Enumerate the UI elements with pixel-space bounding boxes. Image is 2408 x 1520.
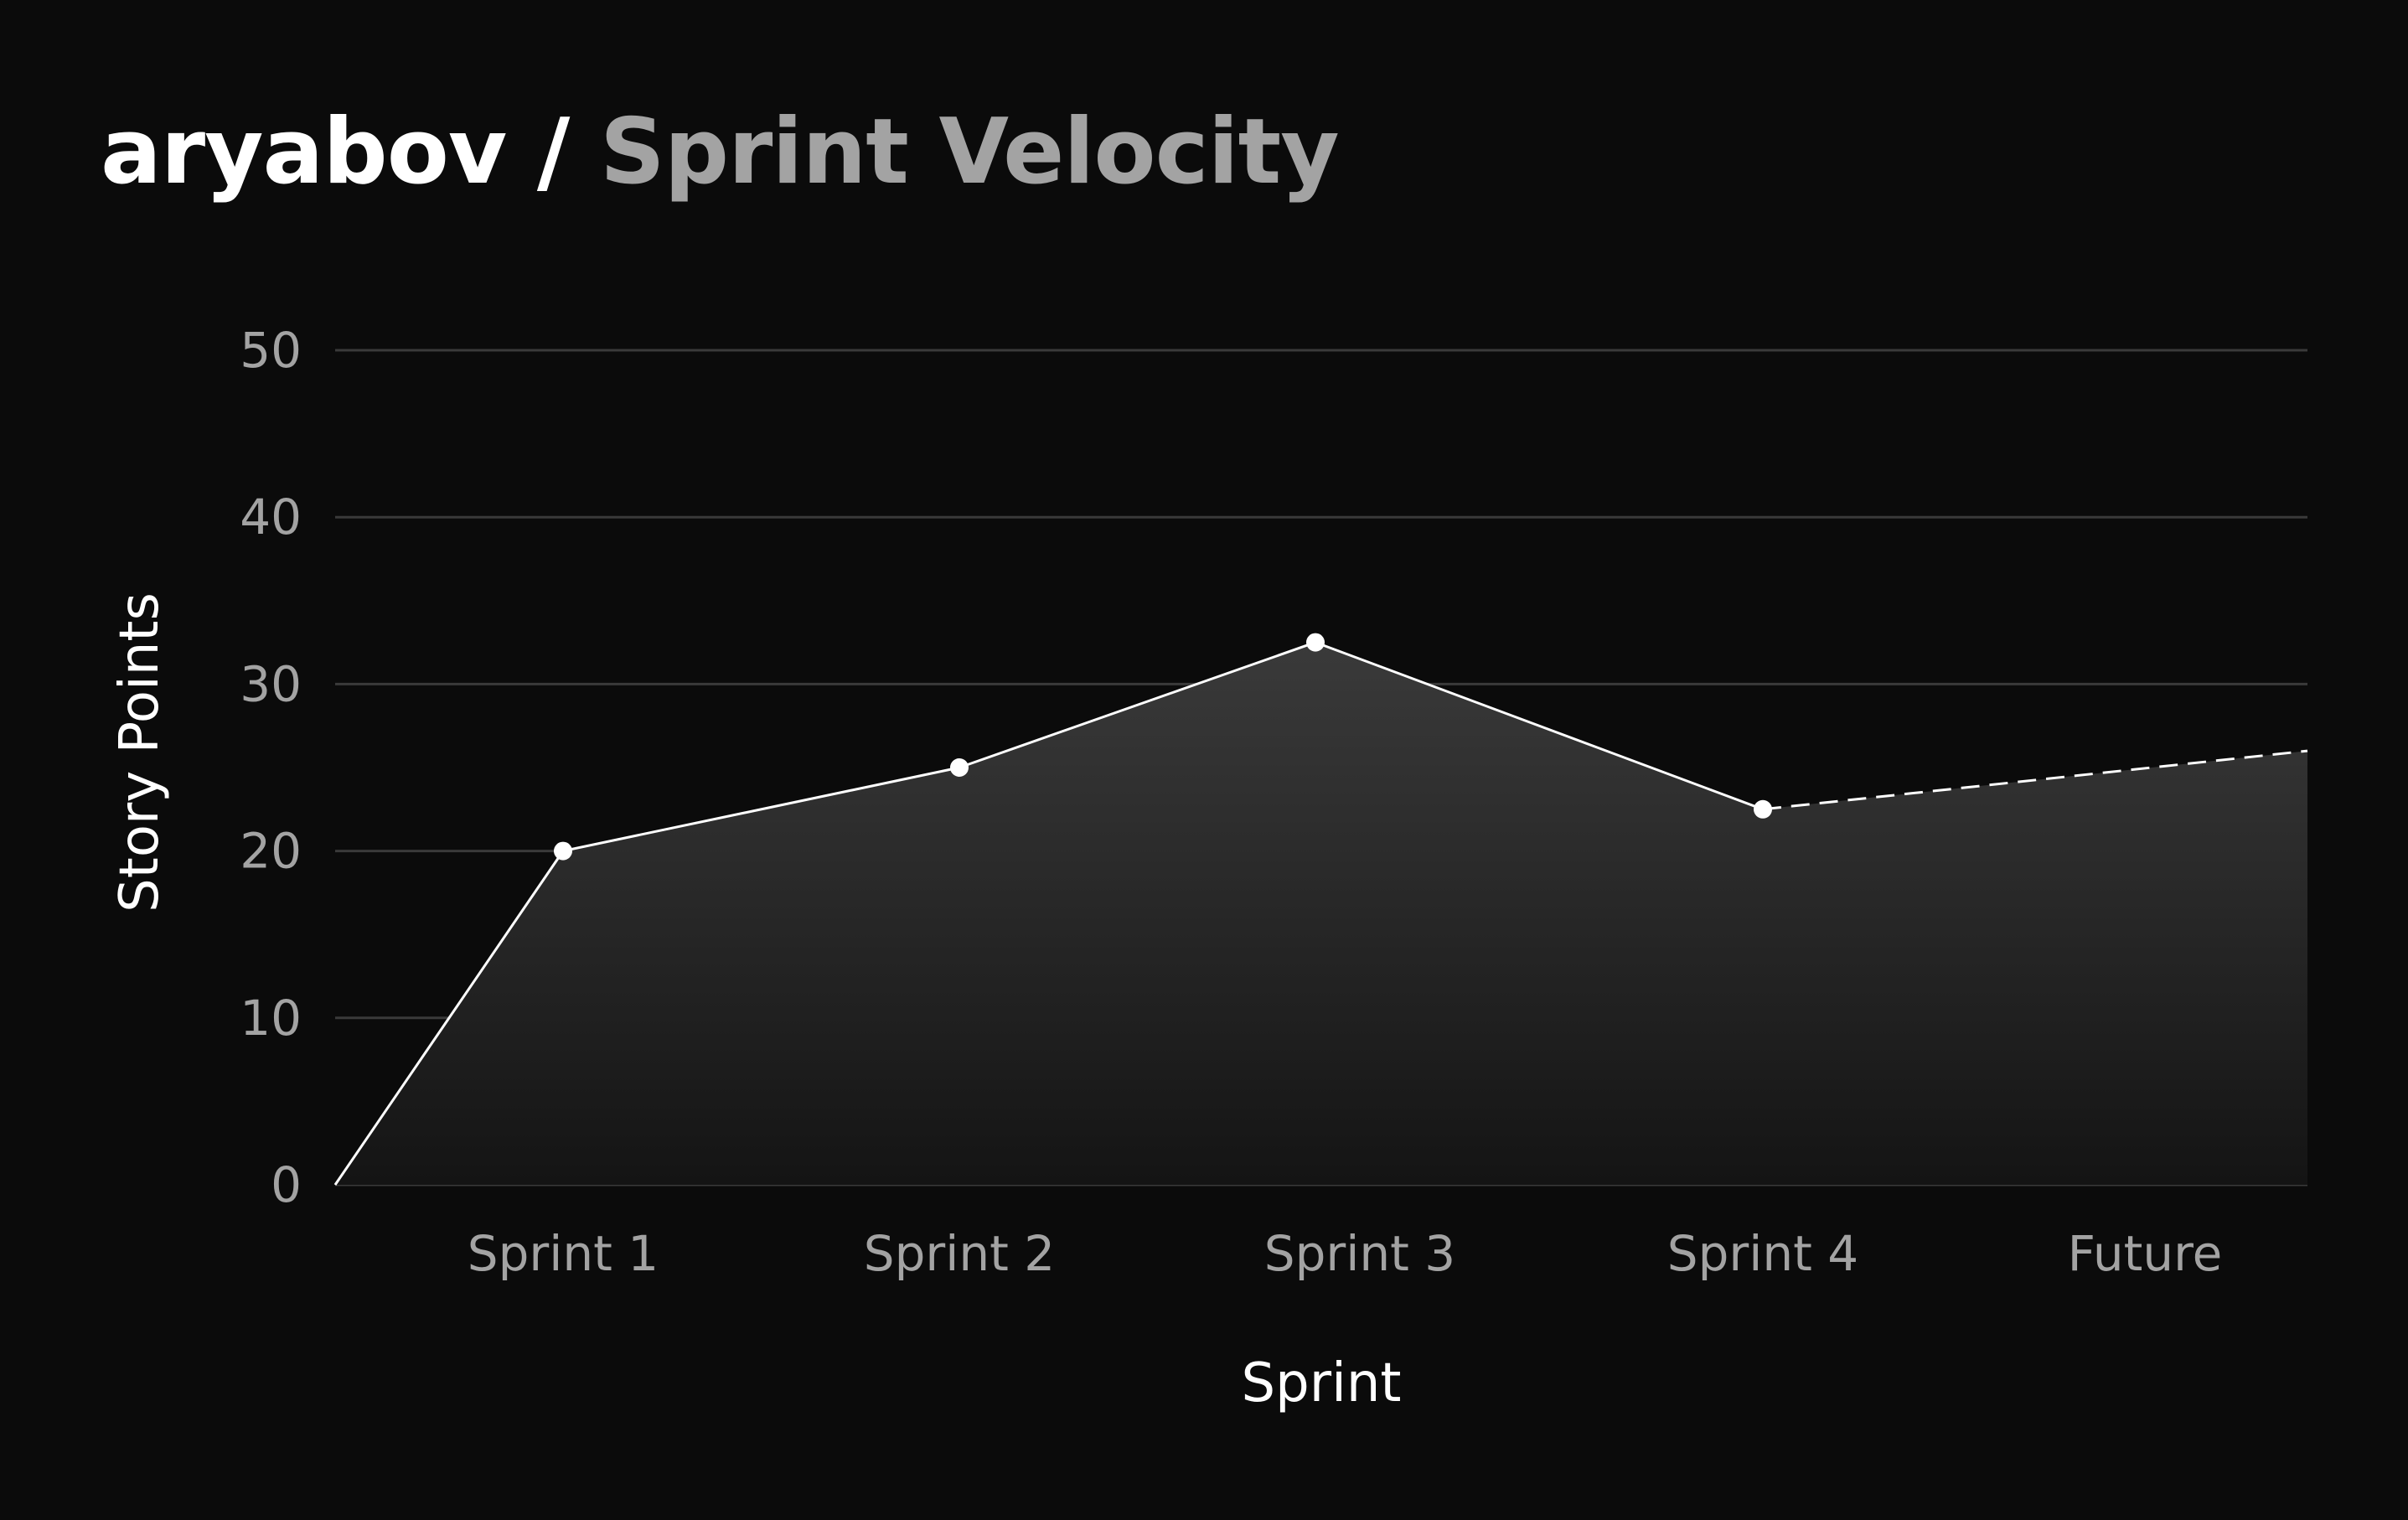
data-point	[554, 841, 572, 861]
page-title: aryabov / Sprint Velocity	[101, 107, 1340, 198]
y-axis-ticks: 0 10 20 30 40 50	[240, 322, 302, 1213]
data-point	[1754, 799, 1772, 819]
x-tick-label: Sprint 4	[1667, 1225, 1858, 1282]
y-tick-label: 50	[240, 322, 302, 379]
y-tick-label: 40	[240, 489, 302, 545]
y-tick-label: 0	[271, 1156, 302, 1213]
title-name: Sprint Velocity	[599, 100, 1340, 204]
title-owner: aryabov	[101, 100, 507, 204]
y-tick-label: 30	[240, 655, 302, 712]
title-separator: /	[506, 100, 600, 204]
y-tick-label: 10	[240, 990, 302, 1047]
area-fill-shape	[335, 642, 2307, 1185]
x-tick-label: Future	[2068, 1225, 2223, 1282]
x-axis-title: Sprint	[1242, 1352, 1402, 1414]
data-point	[950, 758, 969, 777]
y-tick-label: 20	[240, 823, 302, 880]
series-line-projection	[1762, 749, 2308, 811]
x-axis-ticks: Sprint 1 Sprint 2 Sprint 3 Sprint 4 Future	[468, 1225, 2223, 1282]
x-tick-label: Sprint 2	[864, 1225, 1055, 1282]
x-tick-label: Sprint 1	[468, 1225, 659, 1282]
series-points	[554, 633, 1772, 861]
area-fill	[335, 642, 2307, 1185]
x-tick-label: Sprint 3	[1264, 1225, 1455, 1282]
data-point	[1306, 633, 1325, 652]
y-axis-title: Story Points	[109, 592, 171, 913]
